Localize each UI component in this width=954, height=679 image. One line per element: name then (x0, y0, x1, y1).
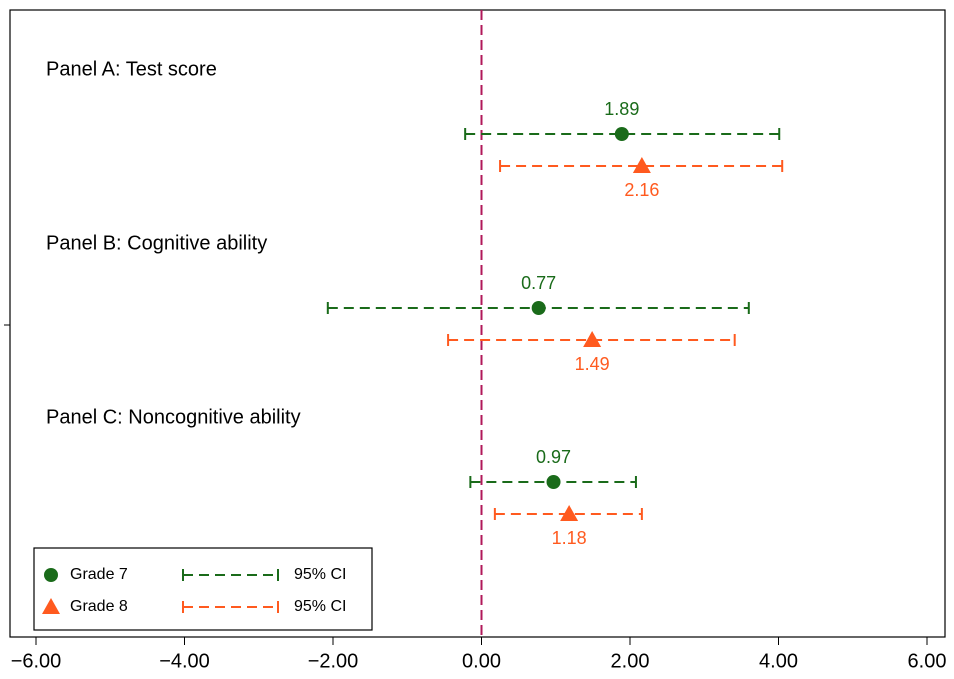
marker (531, 301, 546, 315)
x-tick-label: −6.00 (11, 650, 62, 672)
x-tick-label: −2.00 (308, 650, 359, 672)
value-label: 1.18 (552, 528, 587, 548)
legend-label: Grade 8 (70, 598, 128, 615)
x-tick-label: −4.00 (159, 650, 210, 672)
marker (583, 331, 602, 347)
legend-label: Grade 7 (70, 566, 128, 583)
x-tick-label: 6.00 (908, 650, 947, 672)
marker (614, 127, 629, 141)
value-label: 1.89 (604, 99, 639, 119)
legend-marker (44, 568, 58, 582)
panel-label: Panel B: Cognitive ability (46, 232, 267, 254)
marker (546, 475, 561, 489)
marker (632, 157, 651, 173)
x-tick-label: 4.00 (759, 650, 798, 672)
legend-label: 95% CI (294, 566, 346, 583)
value-label: 1.49 (575, 354, 610, 374)
panel-label: Panel C: Noncognitive ability (46, 406, 301, 428)
legend-marker (42, 598, 60, 614)
value-label: 0.77 (521, 273, 556, 293)
legend-label: 95% CI (294, 598, 346, 615)
plot-frame (9, 9, 946, 638)
x-tick-label: 2.00 (611, 650, 650, 672)
value-label: 2.16 (624, 180, 659, 200)
x-tick-label: 0.00 (462, 650, 501, 672)
marker (560, 505, 579, 521)
legend-box (33, 547, 373, 631)
value-label: 0.97 (536, 447, 571, 467)
panel-label: Panel A: Test score (46, 58, 217, 80)
